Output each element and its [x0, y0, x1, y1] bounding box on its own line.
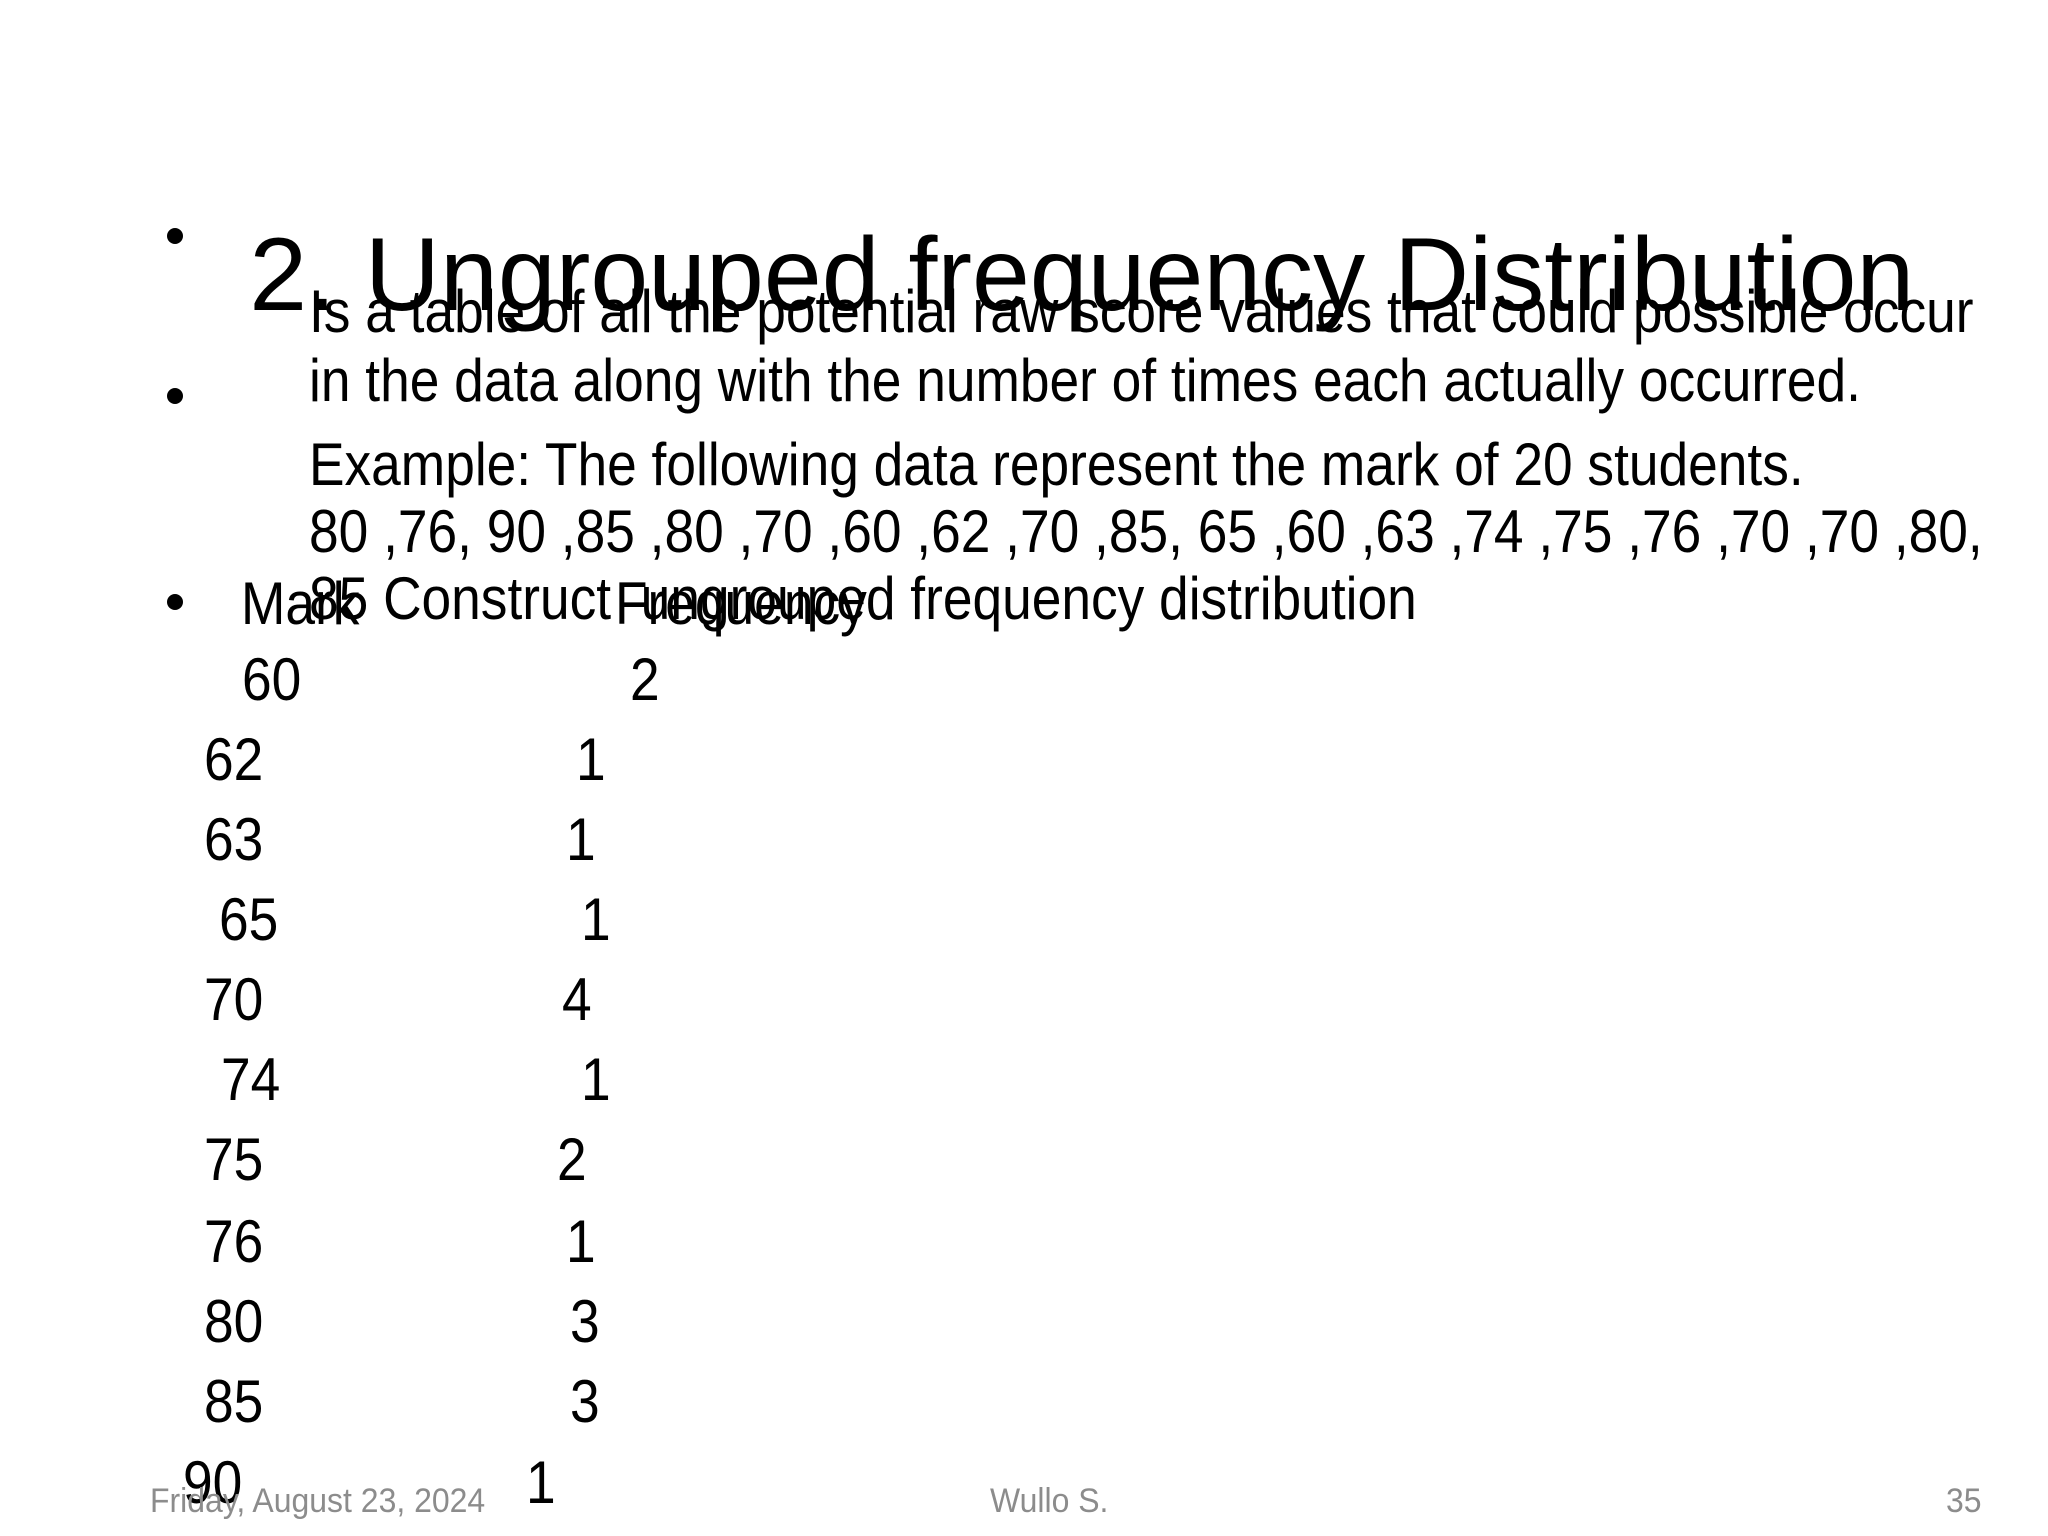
mark-cell: 90 — [183, 1449, 243, 1516]
mark-column-header: Mark — [241, 570, 360, 637]
slide-title-text: 2. Ungrouped frequency Distribution — [249, 216, 1915, 333]
mark-cell: 76 — [204, 1208, 264, 1275]
mark-cell: 75 — [204, 1126, 264, 1193]
mark-cell: 74 — [221, 1046, 281, 1113]
bullet-dot-icon — [167, 594, 183, 610]
mark-cell: 63 — [204, 806, 264, 873]
freq-cell: 4 — [562, 966, 592, 1033]
bullet1-line1: Is a table of all the potential raw scor… — [242, 204, 2048, 420]
bullet2-line3-text: 85 Construct ungrouped frequency distrib… — [308, 565, 1417, 632]
slide-title: 2. Ungrouped frequency Distribution — [0, 88, 2048, 462]
freq-cell: 2 — [630, 646, 660, 713]
freq-cell: 1 — [566, 806, 596, 873]
freq-cell: 1 — [526, 1449, 556, 1516]
footer-author: Wullo S. — [989, 1481, 1109, 1520]
bullet2-line3: 85 Construct ungrouped frequency distrib… — [242, 491, 1556, 707]
mark-cell: 62 — [204, 726, 264, 793]
bullet2-data-line-text: 80 ,76, 90 ,85 ,80 ,70 ,60 ,62 ,70 ,85, … — [308, 498, 1983, 565]
bullet2-line1: Example: The following data represent th… — [242, 357, 1992, 573]
mark-cell: 80 — [204, 1288, 264, 1355]
freq-cell: 1 — [581, 886, 611, 953]
mark-cell: 65 — [219, 886, 279, 953]
mark-cell: 85 — [204, 1368, 264, 1435]
mark-cell: 60 — [242, 646, 302, 713]
bullet1-line2: in the data along with the number of tim… — [242, 273, 2048, 489]
freq-cell: 3 — [570, 1368, 600, 1435]
page-number: 35 — [1945, 1481, 1982, 1520]
bullet2-data-line: 80 ,76, 90 ,85 ,80 ,70 ,60 ,62 ,70 ,85, … — [242, 424, 2048, 640]
mark-cell: 70 — [204, 966, 264, 1033]
bullet1-line1-text: Is a table of all the potential raw scor… — [308, 278, 1974, 345]
freq-cell: 1 — [576, 726, 606, 793]
bullet1-line2-text: in the data along with the number of tim… — [308, 347, 1861, 414]
freq-cell: 1 — [581, 1046, 611, 1113]
freq-cell: 3 — [570, 1288, 600, 1355]
freq-cell: 2 — [557, 1126, 587, 1193]
bullet2-line1-text: Example: The following data represent th… — [308, 431, 1804, 498]
bullet-dot-icon — [167, 388, 183, 404]
frequency-column-header: Frequency — [615, 570, 867, 637]
bullet-dot-icon — [167, 228, 183, 244]
freq-cell: 1 — [566, 1208, 596, 1275]
footer-date: Friday, August 23, 2024 — [149, 1481, 486, 1520]
